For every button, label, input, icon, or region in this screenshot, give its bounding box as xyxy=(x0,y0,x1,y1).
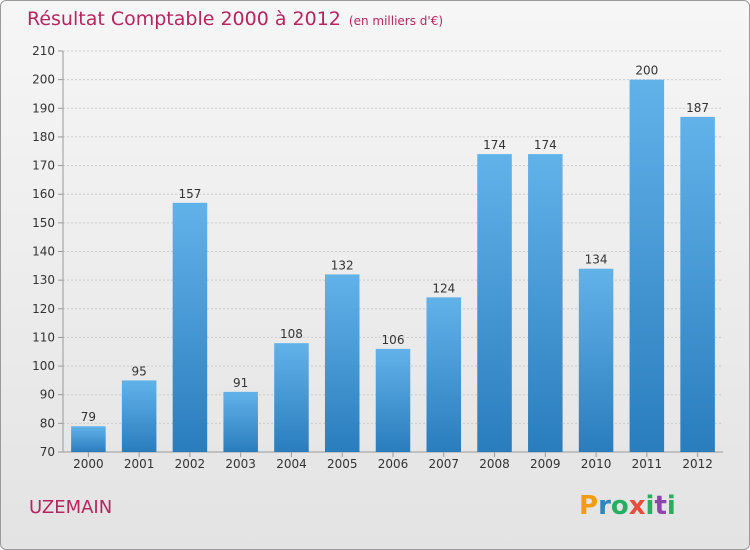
logo-letter: t xyxy=(654,491,667,521)
bar-value-label: 174 xyxy=(483,138,506,152)
y-tick-label: 150 xyxy=(32,216,55,230)
y-tick-label: 170 xyxy=(32,159,55,173)
bar-2009 xyxy=(528,154,563,452)
y-tick-label: 160 xyxy=(32,187,55,201)
x-tick-label: 2001 xyxy=(124,457,155,471)
x-tick-label: 2003 xyxy=(225,457,256,471)
x-tick-label: 2010 xyxy=(581,457,612,471)
bar-value-label: 187 xyxy=(686,101,709,115)
logo-letter: x xyxy=(628,491,646,521)
proxiti-logo: Proxiti xyxy=(579,491,676,521)
logo-letter: i xyxy=(666,491,676,521)
x-tick-label: 2012 xyxy=(682,457,713,471)
bar-value-label: 106 xyxy=(382,333,405,347)
y-tick-label: 210 xyxy=(32,44,55,58)
bar-value-label: 132 xyxy=(331,258,354,272)
y-tick-label: 70 xyxy=(40,445,55,459)
bar-2010 xyxy=(578,268,614,452)
x-tick-label: 2006 xyxy=(378,457,409,471)
bar-value-label: 174 xyxy=(534,138,557,152)
y-tick-label: 140 xyxy=(32,245,55,259)
y-tick-label: 110 xyxy=(32,330,55,344)
y-tick-label: 100 xyxy=(32,359,55,373)
y-tick-label: 90 xyxy=(40,388,55,402)
bar-value-label: 108 xyxy=(280,327,303,341)
bar-2005 xyxy=(324,274,360,452)
bar-2012 xyxy=(680,116,715,452)
commune-name: UZEMAIN xyxy=(29,497,113,518)
logo-letter: P xyxy=(579,491,599,521)
bar-2011 xyxy=(629,79,665,453)
x-tick-label: 2008 xyxy=(479,457,510,471)
bar-value-label: 157 xyxy=(178,187,201,201)
bar-2003 xyxy=(223,391,258,452)
bar-value-label: 79 xyxy=(81,410,96,424)
chart-title: Résultat Comptable 2000 à 2012 (en millie… xyxy=(27,8,443,30)
y-tick-label: 190 xyxy=(32,101,55,115)
bar-2002 xyxy=(172,202,208,452)
bar-value-label: 91 xyxy=(233,376,248,390)
bar-2006 xyxy=(375,348,411,452)
x-tick-label: 2005 xyxy=(327,457,358,471)
x-tick-label: 2000 xyxy=(73,457,104,471)
logo-letter: r xyxy=(598,491,611,521)
chart-title-text: Résultat Comptable 2000 à 2012 xyxy=(27,8,341,30)
bar-value-label: 200 xyxy=(635,64,658,78)
y-tick-label: 180 xyxy=(32,130,55,144)
y-tick-label: 200 xyxy=(32,73,55,87)
y-tick-label: 130 xyxy=(32,273,55,287)
x-tick-label: 2011 xyxy=(632,457,663,471)
bar-2001 xyxy=(121,380,157,452)
y-tick-label: 80 xyxy=(40,416,55,430)
bar-value-label: 134 xyxy=(585,253,608,267)
x-tick-label: 2007 xyxy=(428,457,459,471)
bar-value-label: 95 xyxy=(132,364,147,378)
logo-letter: o xyxy=(610,491,629,521)
bar-2000 xyxy=(71,426,106,452)
x-tick-label: 2009 xyxy=(530,457,561,471)
bar-2004 xyxy=(274,343,309,452)
logo-letter: i xyxy=(645,491,655,521)
chart-unit: (en milliers d'€) xyxy=(348,14,444,28)
y-tick-label: 120 xyxy=(32,302,55,316)
bar-value-label: 124 xyxy=(432,281,455,295)
bar-2007 xyxy=(426,297,462,452)
x-tick-label: 2004 xyxy=(276,457,307,471)
x-tick-label: 2002 xyxy=(175,457,206,471)
bar-2008 xyxy=(477,154,512,452)
